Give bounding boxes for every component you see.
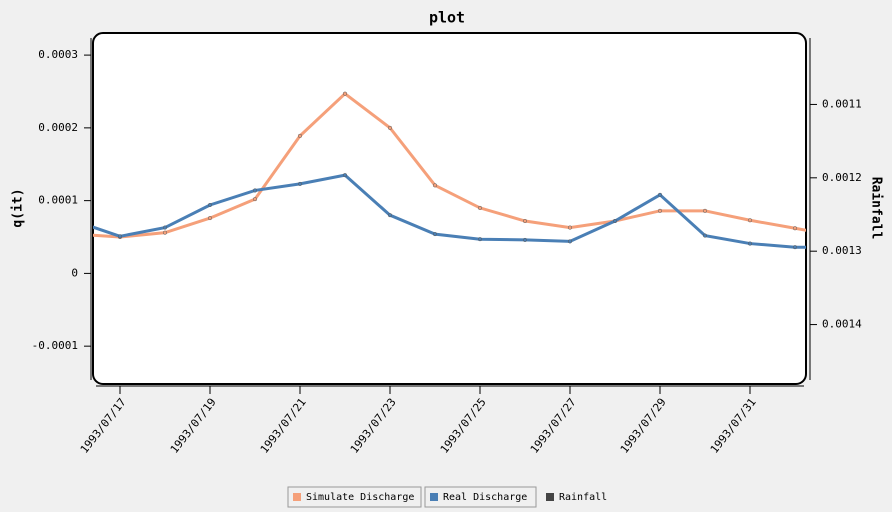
x-tick-label: 1993/07/31 <box>708 396 759 456</box>
data-point <box>252 188 258 193</box>
y2-tick-label: 0.0011 <box>822 97 862 110</box>
data-point <box>297 133 303 138</box>
legend-label: Rainfall <box>559 492 607 503</box>
plot-area <box>92 32 807 385</box>
y-tick-label: -0.0001 <box>32 339 78 352</box>
data-point <box>73 219 77 223</box>
data-point <box>522 237 528 242</box>
y2-tick-label: 0.0012 <box>822 171 862 184</box>
x-tick-label: 1993/07/23 <box>348 396 399 456</box>
legend-swatch <box>293 493 301 501</box>
x-tick-label: 1993/07/27 <box>528 396 579 456</box>
legend-swatch <box>430 493 438 501</box>
data-point <box>162 225 168 230</box>
data-point <box>792 245 798 250</box>
data-point <box>387 125 393 130</box>
plot-content <box>73 91 842 250</box>
legend-swatch <box>546 493 554 501</box>
x-tick-label: 1993/07/25 <box>438 396 489 456</box>
data-point <box>432 232 438 237</box>
x-tick-label: 1993/07/21 <box>258 396 309 456</box>
y-tick-label: 0.0003 <box>38 48 78 61</box>
data-point <box>792 226 798 231</box>
data-point <box>342 91 348 96</box>
data-point <box>702 208 708 213</box>
y-tick-label: 0 <box>71 266 78 279</box>
y2-tick-label: 0.0014 <box>822 318 862 331</box>
x-tick-label: 1993/07/19 <box>168 396 219 456</box>
data-point <box>747 241 753 246</box>
data-point <box>747 218 753 223</box>
data-point <box>342 173 348 178</box>
legend-label: Real Discharge <box>443 492 527 503</box>
data-point <box>838 234 842 238</box>
y-tick-label: 0.0002 <box>38 121 78 134</box>
legend: Simulate Discharge Real Discharge Rainfall <box>287 486 607 508</box>
data-point <box>567 239 573 244</box>
y2-axis-label: Rainfall <box>869 177 884 240</box>
legend-frame <box>287 486 422 508</box>
data-point <box>117 234 123 239</box>
data-point <box>702 233 708 238</box>
series-line <box>93 173 806 249</box>
data-point <box>297 181 303 186</box>
data-point <box>657 208 663 213</box>
data-point <box>162 230 168 235</box>
x-tick-label: 1993/07/29 <box>618 396 669 456</box>
data-point <box>432 183 438 188</box>
data-point <box>612 218 618 224</box>
chart-title: plot <box>429 9 465 27</box>
data-point <box>657 192 663 197</box>
legend-frame <box>424 486 537 508</box>
data-point <box>252 197 258 202</box>
series-line <box>93 91 806 239</box>
data-point <box>477 237 483 242</box>
data-point <box>387 213 393 218</box>
y2-tick-label: 0.0013 <box>822 244 862 257</box>
data-point <box>477 205 483 210</box>
y-tick-label: 0.0001 <box>38 194 78 207</box>
data-point <box>207 202 213 208</box>
legend-label: Simulate Discharge <box>306 492 414 503</box>
data-point <box>522 218 528 224</box>
data-point <box>207 216 213 221</box>
data-point <box>73 232 77 236</box>
x-tick-label: 1993/07/17 <box>78 396 129 456</box>
y-axis-label: q(it) <box>11 188 26 227</box>
data-point <box>567 225 573 230</box>
